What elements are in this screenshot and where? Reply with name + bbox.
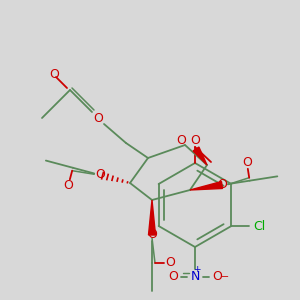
Text: O: O	[190, 134, 200, 148]
Text: O: O	[63, 179, 73, 192]
Text: O: O	[93, 112, 103, 124]
Text: O: O	[147, 229, 157, 242]
Text: −: −	[221, 272, 229, 282]
Polygon shape	[193, 147, 207, 165]
Text: O: O	[168, 271, 178, 284]
Text: O: O	[217, 178, 227, 191]
Text: O: O	[165, 256, 175, 269]
Text: O: O	[176, 134, 186, 146]
Polygon shape	[148, 200, 155, 235]
Text: O: O	[242, 156, 252, 170]
Text: N: N	[190, 271, 200, 284]
Text: O: O	[49, 68, 59, 80]
Polygon shape	[190, 182, 223, 190]
Text: O: O	[212, 271, 222, 284]
Text: Cl: Cl	[253, 220, 266, 232]
Text: +: +	[193, 265, 201, 274]
Text: O: O	[95, 169, 105, 182]
